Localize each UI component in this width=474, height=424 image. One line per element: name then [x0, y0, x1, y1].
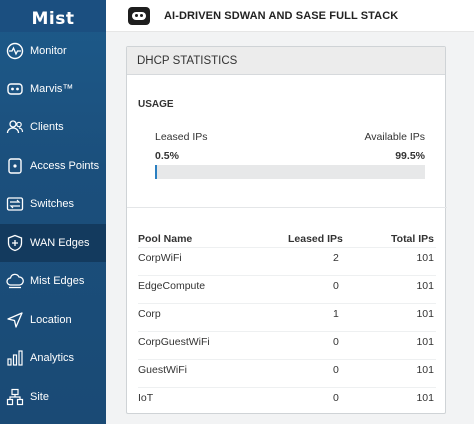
wan-edge-icon [6, 234, 24, 252]
logo-text: Mist [31, 9, 75, 29]
nav-label: Marvis™ [30, 83, 74, 95]
total-ips-cell: 101 [416, 392, 434, 404]
nav-item-mist-edges[interactable]: Mist Edges [0, 262, 106, 300]
nav-item-marvis[interactable]: Marvis™ [0, 70, 106, 108]
monitor-icon [6, 42, 24, 60]
mist-edge-icon [6, 272, 24, 290]
nav-label: Mist Edges [30, 275, 85, 287]
nav-label: Switches [30, 198, 75, 210]
leased-ips-cell: 1 [333, 308, 339, 320]
site-badge-icon [128, 6, 150, 25]
nav-item-clients[interactable]: Clients [0, 108, 106, 146]
access-point-icon [6, 157, 24, 175]
row-separator [138, 331, 436, 332]
sidebar: Mist Monitor Marvis™ Clients Access Poin… [0, 0, 106, 424]
leased-ips-label: Leased IPs [155, 131, 208, 143]
total-ips-cell: 101 [416, 280, 434, 292]
usage-bar-fill [155, 165, 157, 179]
nav-label: Site [30, 391, 49, 403]
clients-icon [6, 118, 24, 136]
dhcp-statistics-card: DHCP STATISTICS USAGE Leased IPs Availab… [126, 46, 447, 414]
usage-bar [155, 165, 425, 179]
card-title: DHCP STATISTICS [127, 47, 445, 75]
leased-ips-cell: 0 [333, 364, 339, 376]
nav-label: Analytics [30, 352, 75, 364]
column-header-total-ips[interactable]: Total IPs [391, 233, 434, 245]
nav-label: Clients [30, 121, 64, 133]
leased-ips-cell: 2 [333, 252, 339, 264]
total-ips-cell: 101 [416, 336, 434, 348]
total-ips-cell: 101 [416, 308, 434, 320]
analytics-icon [6, 349, 24, 367]
pool-name-cell: EdgeCompute [138, 280, 206, 292]
leased-ips-value: 0.5% [155, 150, 179, 162]
page-title: AI-DRIVEN SDWAN AND SASE FULL STACK [164, 9, 399, 22]
nav-item-switches[interactable]: Switches [0, 185, 106, 223]
available-ips-value: 99.5% [395, 150, 425, 162]
top-header: AI-DRIVEN SDWAN AND SASE FULL STACK [106, 0, 474, 32]
nav-label: Location [30, 314, 72, 326]
leased-ips-cell: 0 [333, 392, 339, 404]
row-separator [138, 387, 436, 388]
nav-item-monitor[interactable]: Monitor [0, 32, 106, 70]
marvis-icon [6, 80, 24, 98]
nav-item-access-points[interactable]: Access Points [0, 147, 106, 185]
nav-item-analytics[interactable]: Analytics [0, 339, 106, 377]
leased-ips-cell: 0 [333, 280, 339, 292]
divider [127, 207, 447, 208]
column-header-leased-ips[interactable]: Leased IPs [288, 233, 343, 245]
pool-name-cell: CorpWiFi [138, 252, 182, 264]
available-ips-label: Available IPs [364, 131, 425, 143]
row-separator [138, 275, 436, 276]
nav-label: WAN Edges [30, 237, 90, 249]
total-ips-cell: 101 [416, 252, 434, 264]
main-content: DHCP STATISTICS USAGE Leased IPs Availab… [106, 32, 474, 424]
site-icon [6, 388, 24, 406]
nav-label: Monitor [30, 45, 67, 57]
leased-ips-cell: 0 [333, 336, 339, 348]
pool-name-cell: Corp [138, 308, 161, 320]
nav-item-location[interactable]: Location [0, 301, 106, 339]
row-separator [138, 303, 436, 304]
pool-name-cell: IoT [138, 392, 154, 404]
row-separator [138, 247, 436, 248]
pool-name-cell: CorpGuestWiFi [138, 336, 210, 348]
pool-name-cell: GuestWiFi [138, 364, 188, 376]
location-icon [6, 311, 24, 329]
nav-label: Access Points [30, 160, 100, 172]
total-ips-cell: 101 [416, 364, 434, 376]
nav-item-site[interactable]: Site [0, 378, 106, 416]
row-separator [138, 359, 436, 360]
switch-icon [6, 195, 24, 213]
column-header-pool-name[interactable]: Pool Name [138, 233, 193, 245]
usage-title: USAGE [138, 99, 174, 110]
nav-item-wan-edges[interactable]: WAN Edges [0, 224, 106, 262]
mist-logo[interactable]: Mist [0, 0, 106, 32]
